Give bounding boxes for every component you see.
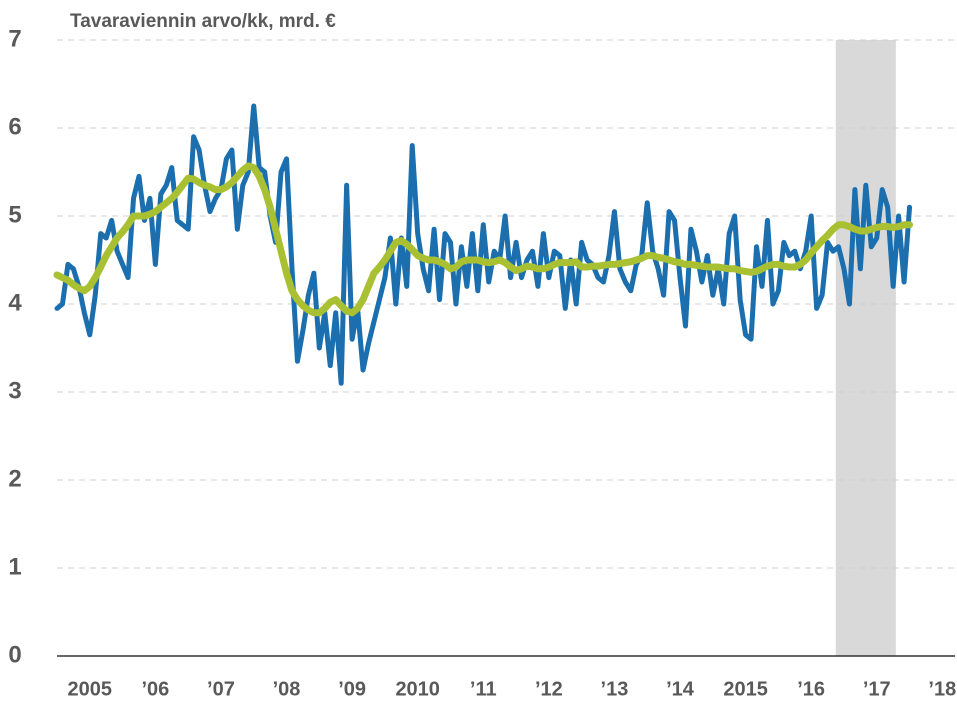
x-tick-label: ’16 [797, 678, 825, 700]
x-tick-label: ’13 [601, 678, 629, 700]
x-tick-label: ’07 [207, 678, 235, 700]
y-tick-label: 5 [8, 201, 21, 228]
series-line [53, 162, 914, 317]
y-tick-label: 4 [8, 289, 22, 316]
x-tick-label: ’12 [535, 678, 563, 700]
y-tick-label: 6 [8, 113, 21, 140]
x-tick-label: ’06 [141, 678, 169, 700]
shaded-period [835, 40, 896, 656]
x-tick-label: ’08 [273, 678, 301, 700]
chart-title: Tavaraviennin arvo/kk, mrd. € [70, 11, 336, 32]
x-tick-label: ’11 [470, 678, 497, 700]
y-tick-label: 3 [8, 377, 21, 404]
x-tick-label: 2010 [395, 678, 440, 700]
y-tick-label: 1 [8, 553, 21, 580]
y-tick-label: 2 [8, 465, 21, 492]
x-tick-label: ’14 [666, 678, 695, 700]
x-tick-label: 2015 [723, 678, 768, 700]
y-tick-label: 0 [8, 641, 21, 668]
y-tick-label: 7 [8, 25, 21, 52]
series-line [54, 103, 913, 386]
x-tick-label: 2005 [68, 678, 113, 700]
x-tick-label: ’17 [863, 678, 891, 700]
x-tick-label: ’18 [928, 678, 956, 700]
x-tick-label: ’09 [338, 678, 366, 700]
